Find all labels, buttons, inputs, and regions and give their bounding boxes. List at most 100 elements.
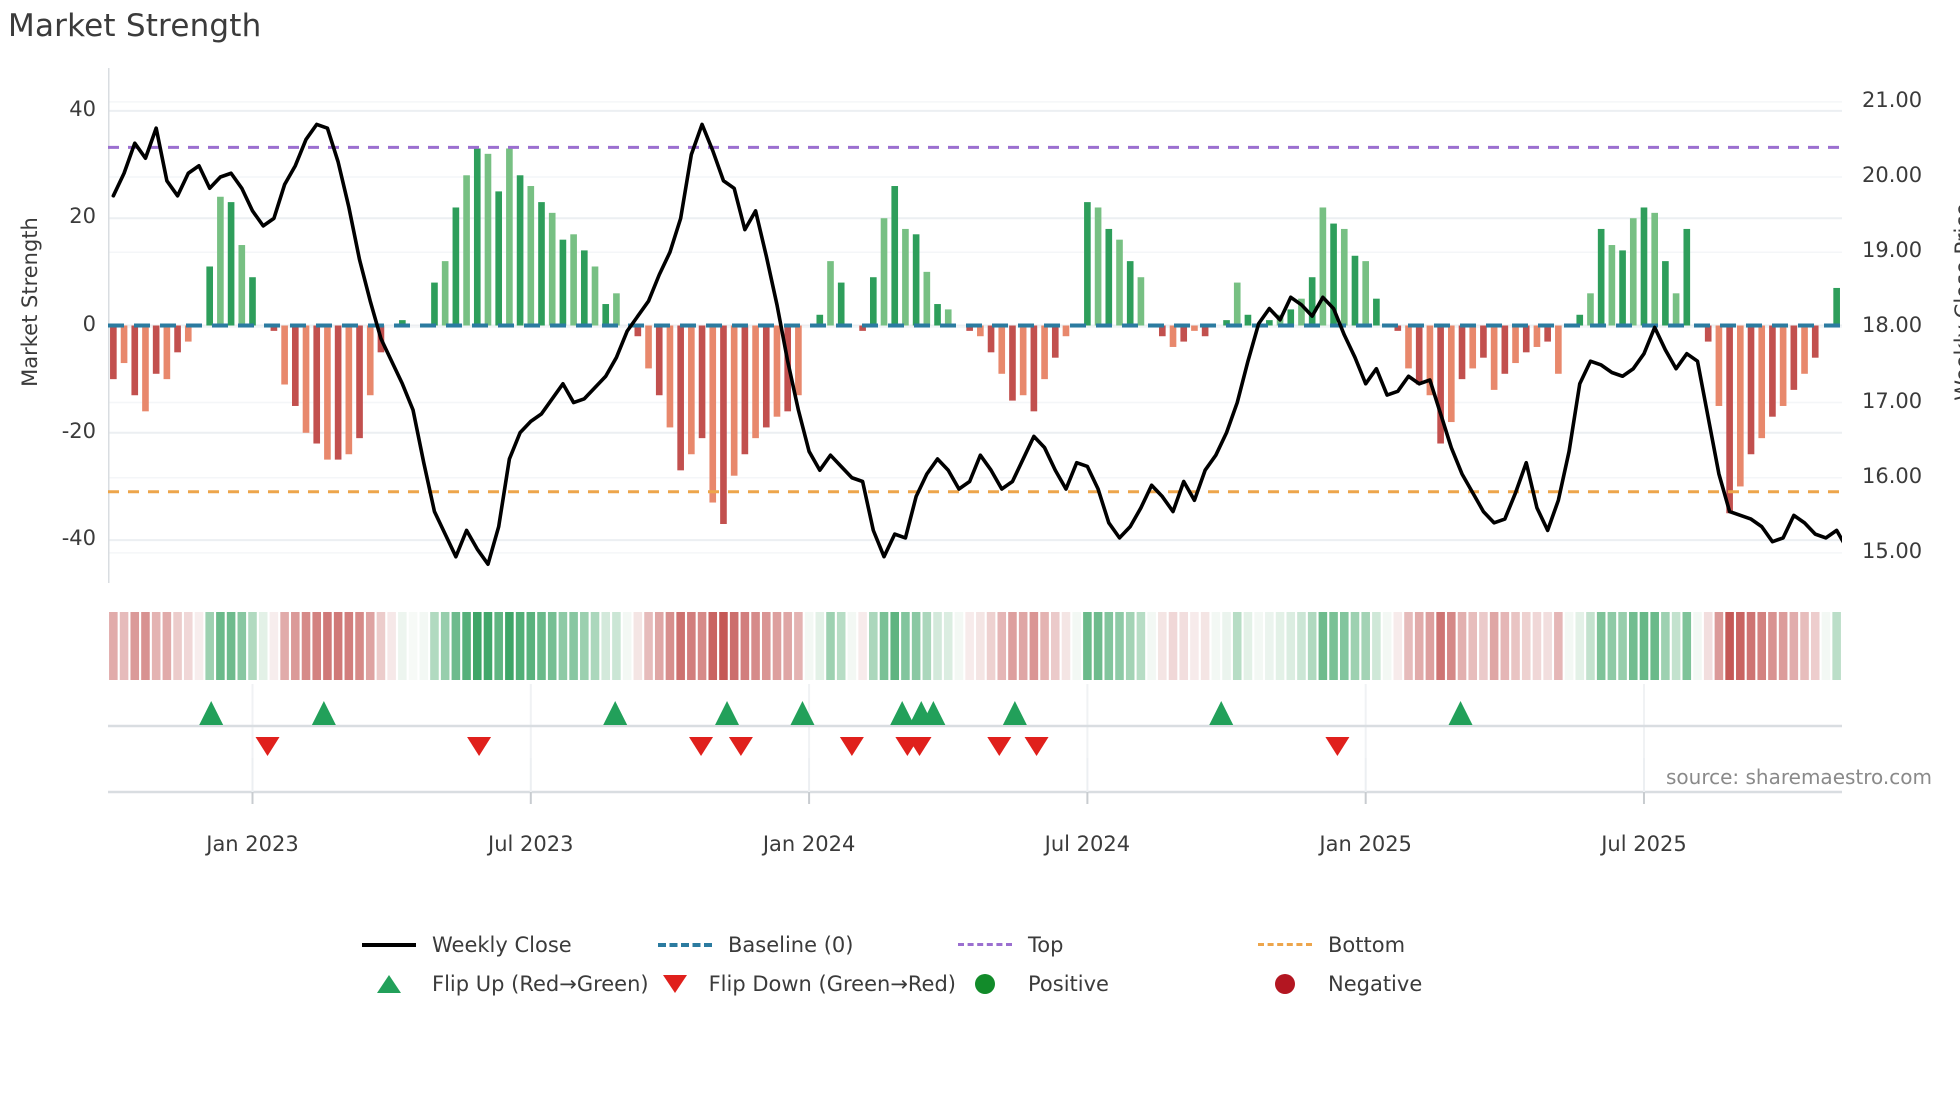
legend-item-flip-up[interactable]: Flip Up (Red→Green) bbox=[360, 972, 656, 996]
heatmap-cell bbox=[761, 612, 771, 680]
heatmap-cell bbox=[1414, 612, 1424, 680]
x-tick-label: Jan 2024 bbox=[762, 832, 856, 856]
y-tick-right: 17.00 bbox=[1862, 388, 1923, 413]
heatmap-cell bbox=[1372, 612, 1381, 680]
heatmap-cell bbox=[1564, 612, 1574, 680]
strength-bar bbox=[1672, 293, 1680, 326]
strength-bar bbox=[1287, 309, 1295, 326]
strength-bar bbox=[869, 277, 877, 326]
strength-bar bbox=[291, 325, 299, 406]
heatmap-cell bbox=[526, 612, 536, 680]
heatmap-cell bbox=[515, 612, 525, 680]
strength-bar bbox=[1298, 298, 1305, 326]
heatmap-cell bbox=[601, 612, 611, 680]
heatmap-cell bbox=[505, 612, 514, 680]
heatmap-cell bbox=[1232, 612, 1242, 680]
heatmap-cell bbox=[1821, 612, 1831, 680]
strength-bar bbox=[602, 304, 610, 326]
flip-down-marker bbox=[1325, 737, 1350, 756]
legend-item-weekly-close[interactable]: Weekly Close bbox=[360, 933, 656, 957]
heatmap-cell bbox=[1093, 612, 1103, 680]
strength-bar bbox=[1555, 325, 1562, 374]
heatmap-cell bbox=[1800, 612, 1809, 680]
heatmap-cell bbox=[1125, 612, 1135, 680]
heatmap-cell bbox=[1083, 612, 1092, 680]
strength-bar bbox=[688, 325, 695, 455]
flip-down-marker bbox=[689, 737, 714, 756]
heatmap-cell bbox=[1382, 612, 1392, 680]
y-tick-right: 21.00 bbox=[1862, 87, 1923, 112]
heatmap-cell bbox=[258, 612, 268, 680]
heatmap-cell bbox=[1040, 612, 1049, 680]
flip-up-marker bbox=[715, 701, 740, 725]
heatmap-cell bbox=[1029, 612, 1039, 680]
heatmap-cell bbox=[462, 612, 471, 680]
strength-bar bbox=[944, 309, 952, 326]
heatmap-cell bbox=[537, 612, 546, 680]
legend-item-bottom[interactable]: Bottom bbox=[1256, 933, 1556, 957]
heatmap-cell bbox=[408, 612, 418, 680]
legend-item-flip-down[interactable]: Flip Down (Green→Red) bbox=[656, 972, 956, 996]
heatmap-cell bbox=[847, 612, 857, 680]
strength-bar bbox=[923, 271, 931, 326]
strength-bar bbox=[1736, 325, 1744, 487]
heatmap-cell bbox=[323, 612, 332, 680]
strength-bar bbox=[1116, 239, 1123, 326]
heatmap-cell bbox=[1575, 612, 1585, 680]
strength-bar bbox=[356, 325, 363, 439]
strength-bar bbox=[1351, 255, 1359, 326]
heatmap-cell bbox=[472, 612, 482, 680]
heatmap-cell bbox=[119, 612, 129, 680]
legend-item-top[interactable]: Top bbox=[956, 933, 1256, 957]
flip-up-marker bbox=[1002, 701, 1027, 725]
strength-bar bbox=[270, 325, 278, 331]
strength-bar bbox=[1726, 325, 1733, 514]
heatmap-cell bbox=[1607, 612, 1617, 680]
heatmap-cell bbox=[226, 612, 236, 680]
strength-bar bbox=[538, 202, 545, 326]
strength-bar bbox=[1683, 228, 1691, 326]
strength-bar bbox=[1640, 207, 1648, 326]
strength-bar bbox=[666, 325, 674, 428]
heatmap-cell bbox=[419, 612, 429, 680]
strength-bar bbox=[773, 325, 781, 417]
flip-up-marker bbox=[890, 701, 915, 725]
heatmap-cell bbox=[1297, 612, 1306, 680]
strength-bar bbox=[934, 304, 941, 326]
strength-bar bbox=[698, 325, 706, 439]
heatmap-cell bbox=[291, 612, 300, 680]
strength-bar bbox=[431, 282, 438, 326]
strength-bar bbox=[1758, 325, 1766, 439]
flip-down-marker bbox=[255, 737, 280, 756]
strength-bar bbox=[1533, 325, 1541, 347]
heatmap-cell bbox=[398, 612, 407, 680]
y-tick-right: 18.00 bbox=[1862, 313, 1923, 338]
heatmap-cell bbox=[1810, 612, 1820, 680]
heatmap-cell bbox=[1158, 612, 1167, 680]
heatmap-cell bbox=[1457, 612, 1467, 680]
legend-label: Baseline (0) bbox=[728, 932, 854, 957]
legend-item-baseline[interactable]: Baseline (0) bbox=[656, 933, 956, 957]
heatmap-cell bbox=[216, 612, 225, 680]
strength-bar bbox=[762, 325, 770, 428]
heatmap-cell bbox=[772, 612, 782, 680]
strength-bar bbox=[1009, 325, 1016, 401]
strength-bar bbox=[1030, 325, 1038, 412]
y-tick-left: 0 bbox=[82, 311, 96, 336]
legend-item-positive[interactable]: Positive bbox=[956, 972, 1256, 996]
x-tick-label: Jul 2023 bbox=[488, 832, 574, 856]
strength-bar bbox=[527, 186, 535, 326]
heatmap-cell bbox=[1725, 612, 1734, 680]
strength-bar bbox=[1651, 212, 1659, 326]
legend-item-negative[interactable]: Negative bbox=[1256, 972, 1556, 996]
strength-bar bbox=[1801, 325, 1808, 374]
strength-bar bbox=[1779, 325, 1787, 406]
heatmap-cell bbox=[1222, 612, 1231, 680]
flip-down-marker bbox=[467, 737, 492, 756]
heatmap-cell bbox=[1768, 612, 1777, 680]
heatmap-cell bbox=[1639, 612, 1649, 680]
flip-down-marker bbox=[839, 737, 864, 756]
flip-up-marker bbox=[790, 701, 815, 725]
heatmap-cell bbox=[1757, 612, 1767, 680]
